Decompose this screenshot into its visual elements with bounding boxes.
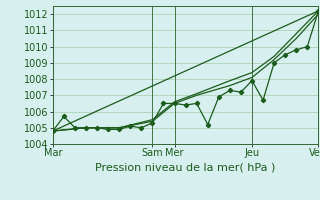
X-axis label: Pression niveau de la mer( hPa ): Pression niveau de la mer( hPa ) [95,162,276,172]
